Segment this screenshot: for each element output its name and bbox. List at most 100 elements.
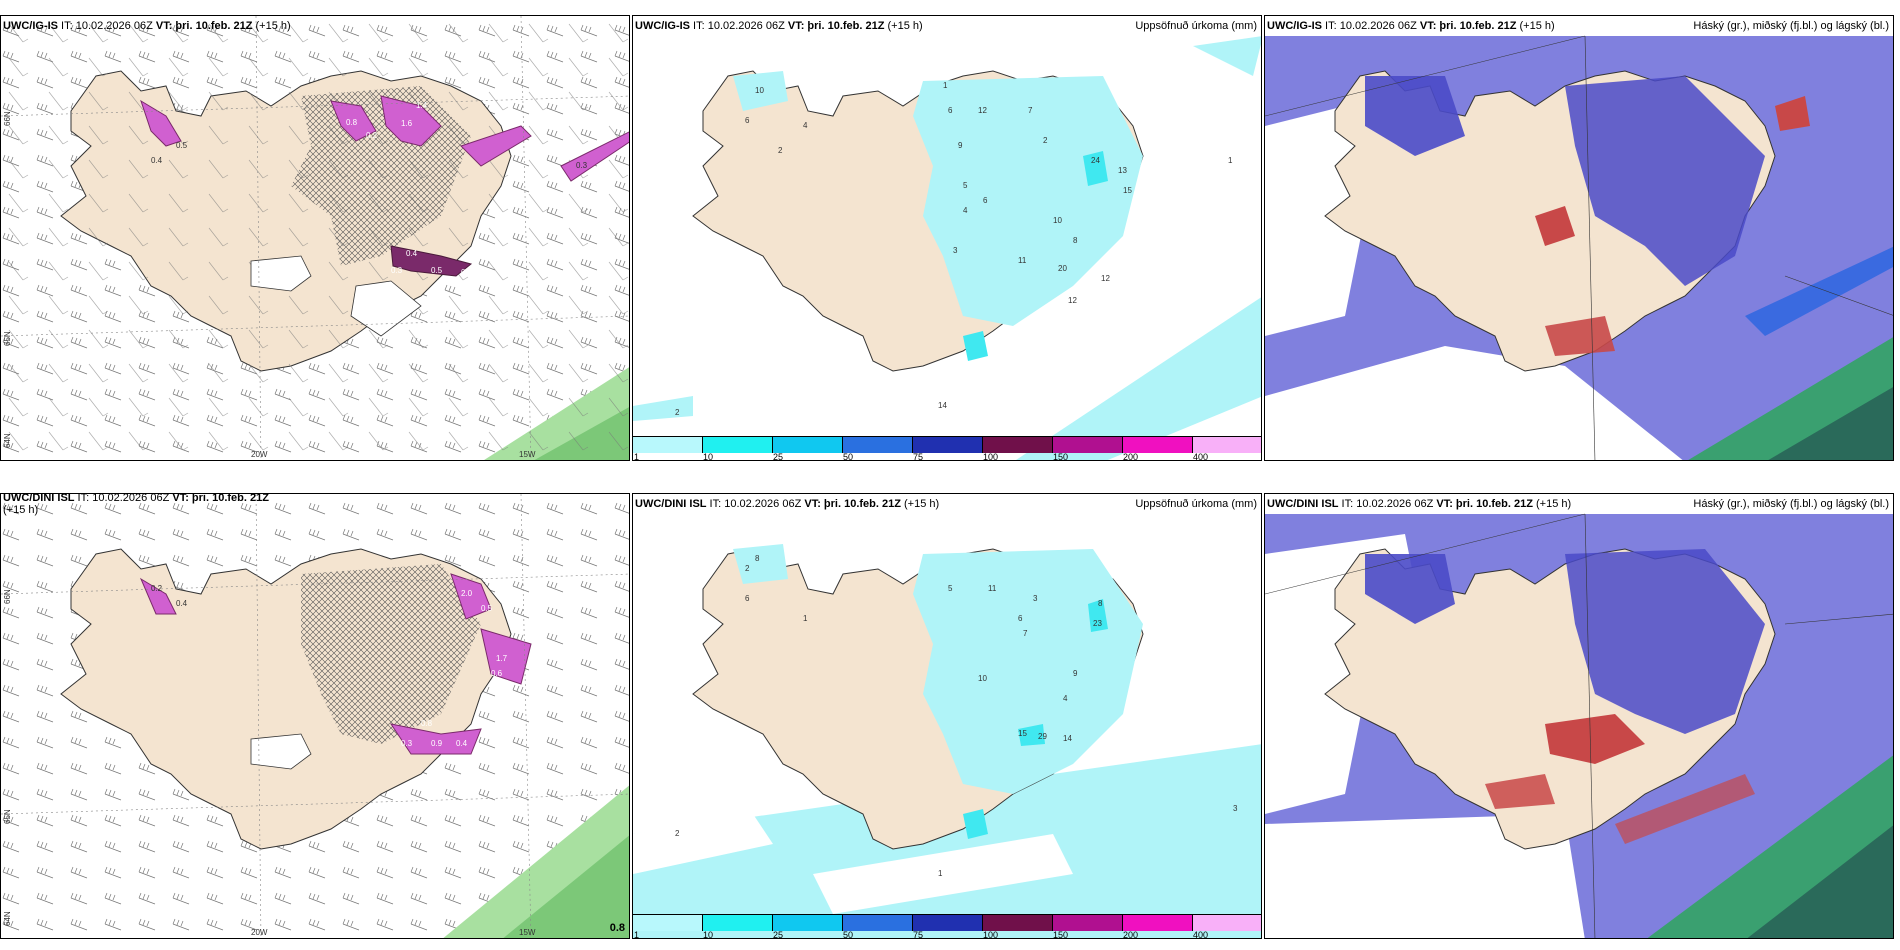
value-label: 9 bbox=[958, 141, 963, 150]
colorbar-tick: 25 bbox=[773, 930, 784, 939]
colorbar-cell bbox=[913, 437, 983, 453]
colorbar-cell bbox=[843, 437, 913, 453]
value-label: 2 bbox=[778, 146, 783, 155]
model-name: UWC/IG-IS bbox=[1267, 20, 1322, 32]
lat-label: 65N bbox=[3, 809, 12, 824]
value-label: 0.4 bbox=[151, 156, 163, 165]
lon-label: 15W bbox=[519, 450, 536, 459]
lead-time: (+15 h) bbox=[900, 498, 940, 510]
init-time: IT: 10.02.2026 06Z bbox=[1338, 498, 1437, 510]
value-label: 0.8 bbox=[421, 719, 433, 728]
colorbar-cell bbox=[633, 437, 703, 453]
value-label: 8 bbox=[1098, 599, 1103, 608]
lead-time: (+15 h) bbox=[884, 20, 923, 32]
valid-time: VT: þri. 10.feb. 21Z bbox=[1419, 20, 1517, 32]
panel-header: UWC/IG-IS IT: 10.02.2026 06Z VT: þri. 10… bbox=[635, 20, 923, 32]
value-label: 10 bbox=[1053, 216, 1062, 225]
value-label: 0.6 bbox=[461, 268, 473, 277]
value-label: 9 bbox=[1073, 669, 1078, 678]
precip-colorbar: 1 10 25 50 75 100 150 200 400 bbox=[633, 436, 1261, 461]
panel-header: UWC/DINI ISL IT: 10.02.2026 06Z VT: þri.… bbox=[635, 498, 939, 510]
colorbar-cell bbox=[983, 437, 1053, 453]
colorbar-cell bbox=[1053, 437, 1123, 453]
value-label: 0.4 bbox=[176, 599, 188, 608]
colorbar-cell bbox=[1123, 437, 1193, 453]
value-label: 23 bbox=[1093, 619, 1102, 628]
colorbar-tick: 200 bbox=[1123, 930, 1139, 939]
colorbar-tick: 50 bbox=[843, 452, 854, 461]
map-title: Uppsöfnuð úrkoma (mm) bbox=[1135, 498, 1257, 510]
value-label: 6 bbox=[1018, 614, 1023, 623]
value-label: 0.2 bbox=[151, 584, 163, 593]
value-label: 0.3 bbox=[401, 739, 413, 748]
colorbar-tick: 10 bbox=[703, 930, 714, 939]
value-label: 6 bbox=[745, 594, 750, 603]
value-label: 6 bbox=[983, 196, 988, 205]
lead-time: (+15 h) bbox=[1532, 498, 1572, 510]
value-label: 3 bbox=[1033, 594, 1038, 603]
value-label: 1.7 bbox=[496, 654, 508, 663]
colorbar-tick: 75 bbox=[913, 930, 924, 939]
lon-label: 20W bbox=[251, 450, 268, 459]
model-name: UWC/IG-IS bbox=[635, 20, 690, 32]
value-label: 10 bbox=[755, 86, 764, 95]
precip-map bbox=[633, 544, 1261, 938]
value-label: 0.9 bbox=[431, 739, 443, 748]
colorbar-cell bbox=[1053, 915, 1123, 931]
value-label: 14 bbox=[938, 401, 947, 410]
valid-time: VT: þri. 10.feb. 21Z bbox=[804, 498, 901, 510]
map-title: Háský (gr.), miðský (fj.bl.) og lágský (… bbox=[1693, 498, 1889, 510]
init-time: IT: 10.02.2026 06Z bbox=[706, 498, 805, 510]
value-label: 0.6 bbox=[491, 669, 503, 678]
value-label: 1 bbox=[1228, 156, 1233, 165]
value-label: 3 bbox=[953, 246, 958, 255]
value-label: 12 bbox=[1101, 274, 1110, 283]
value-label: 1 bbox=[938, 869, 943, 878]
lead-time: (+15 h) bbox=[252, 20, 291, 32]
colorbar-cell bbox=[633, 915, 703, 931]
panel-top-left: UWC/IG-IS IT: 10.02.2026 06Z VT: þri. 10… bbox=[0, 15, 630, 461]
lead-time: (+15 h) bbox=[1516, 20, 1555, 32]
value-label: 0.3 bbox=[391, 266, 403, 275]
value-label: 2 bbox=[1043, 136, 1048, 145]
colorbar-cell bbox=[1123, 915, 1193, 931]
init-time: IT: 10.02.2026 06Z bbox=[58, 20, 156, 32]
panel-header: UWC/IG-IS IT: 10.02.2026 06Z VT: þri. 10… bbox=[1267, 20, 1555, 32]
colorbar-tick: 10 bbox=[703, 452, 714, 461]
value-label: 0.2 bbox=[366, 131, 378, 140]
value-label: 2 bbox=[675, 829, 680, 838]
lat-label: 66N bbox=[3, 111, 12, 126]
lead-time: (+15 h) bbox=[3, 504, 39, 516]
value-label: 6 bbox=[745, 116, 750, 125]
value-label: 5 bbox=[963, 181, 968, 190]
colorbar-cell bbox=[773, 437, 843, 453]
map-title: Uppsöfnuð úrkoma (mm) bbox=[1135, 20, 1257, 32]
value-label: 7 bbox=[1028, 106, 1033, 115]
valid-time: VT: þri. 10.feb. 21Z bbox=[172, 493, 269, 504]
panel-top-mid: UWC/IG-IS IT: 10.02.2026 06Z VT: þri. 10… bbox=[632, 15, 1262, 461]
cloud-map bbox=[1265, 35, 1893, 460]
panel-header: UWC/DINI ISL IT: 10.02.2026 06Z VT: þri.… bbox=[3, 493, 283, 516]
model-name: UWC/DINI ISL bbox=[635, 498, 707, 510]
lon-label: 15W bbox=[519, 928, 536, 937]
init-time: IT: 10.02.2026 06Z bbox=[690, 20, 788, 32]
precip-colorbar: 1 10 25 50 75 100 150 200 400 bbox=[633, 914, 1261, 939]
colorbar-cell bbox=[843, 915, 913, 931]
lat-label: 65N bbox=[3, 331, 12, 346]
colorbar-tick: 1 bbox=[634, 930, 640, 939]
value-label: 5 bbox=[948, 584, 953, 593]
colorbar-cell bbox=[983, 915, 1053, 931]
panel-header: UWC/DINI ISL IT: 10.02.2026 06Z VT: þri.… bbox=[1267, 498, 1571, 510]
value-label: 2 bbox=[675, 408, 680, 417]
panel-header: UWC/IG-IS IT: 10.02.2026 06Z VT: þri. 10… bbox=[3, 20, 291, 32]
value-label: 2 bbox=[745, 564, 750, 573]
colorbar-tick: 150 bbox=[1053, 930, 1069, 939]
colorbar-cell bbox=[913, 915, 983, 931]
wind-snow-map bbox=[1, 16, 629, 460]
colorbar-tick: 400 bbox=[1193, 930, 1209, 939]
value-label: 0.4 bbox=[456, 739, 468, 748]
value-label: 29 bbox=[1038, 732, 1047, 741]
lon-label: 20W bbox=[251, 928, 268, 937]
model-name: UWC/DINI ISL bbox=[3, 493, 75, 504]
value-label: 1 bbox=[943, 81, 948, 90]
